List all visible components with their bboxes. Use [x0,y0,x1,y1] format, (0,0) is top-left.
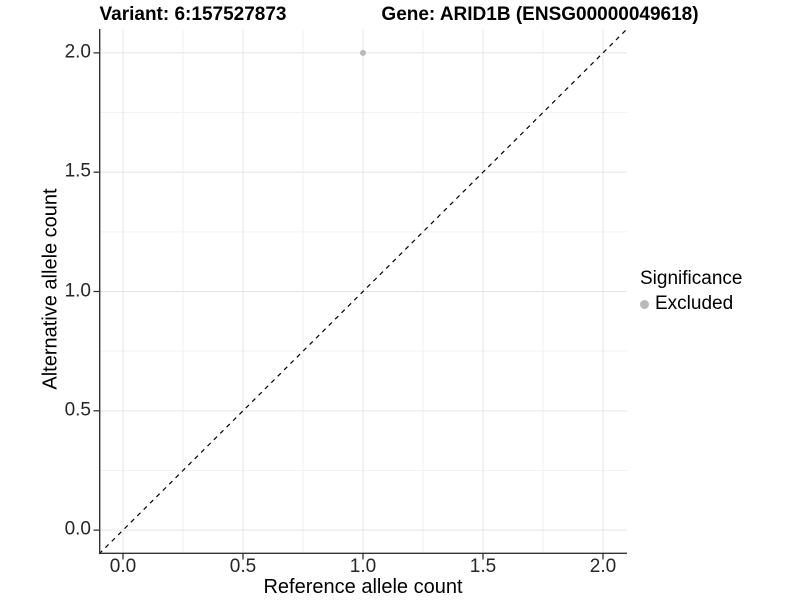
y-tick-label: 0.5 [64,399,91,421]
identity-reference-line [98,28,628,555]
legend-label: Excluded [655,293,734,314]
x-tick-label: 2.0 [589,556,617,577]
legend-entries: Excluded [640,293,742,315]
plot-panel [93,28,628,560]
y-axis-title: Alternative allele count [39,188,62,390]
plot-title-gene: Gene: ARID1B (ENSG00000049618) [381,4,699,25]
data-point [360,49,366,56]
x-tick-label: 1.0 [349,556,377,577]
legend: Significance Excluded [640,268,742,315]
y-tick-label: 2.0 [64,41,91,63]
x-axis-title: Reference allele count [263,576,463,598]
legend-title: Significance [640,268,743,289]
legend-entry: Excluded [640,293,742,315]
x-tick-label: 0.0 [109,556,137,577]
x-tick-label: 1.5 [469,556,497,577]
scatter-plot-canvas [93,28,628,560]
y-tick-label: 1.5 [64,160,91,182]
y-tick-label: 1.0 [64,280,91,302]
legend-point-icon [640,299,649,309]
x-tick-label: 0.5 [229,556,257,577]
y-tick-label: 0.0 [64,518,91,540]
plot-title-variant: Variant: 6:157527873 [99,4,287,25]
